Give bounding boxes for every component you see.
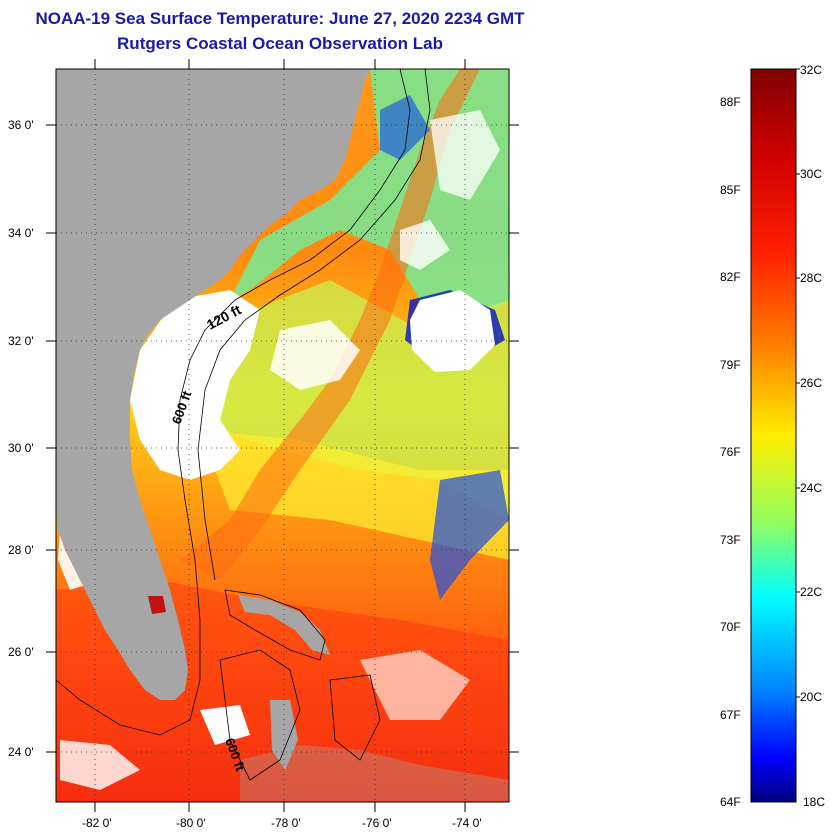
lat-tick-label: 24 0' — [8, 745, 34, 759]
lat-tick-label: 26 0' — [8, 645, 34, 659]
cold-patch — [430, 470, 509, 600]
celsius-tick-label: 26C — [800, 376, 822, 390]
map-subtitle: Rutgers Coastal Ocean Observation Lab — [117, 34, 443, 53]
lat-tick-label: 32 0' — [8, 334, 34, 348]
map-frame — [55, 68, 510, 803]
isobath-contour — [329, 674, 381, 761]
land-bahamas — [238, 595, 330, 655]
lon-tick-label: -76 0' — [362, 816, 392, 830]
lat-tick-label: 28 0' — [8, 543, 34, 557]
isobath-contour — [219, 649, 301, 781]
lat-tick-label: 30 0' — [8, 441, 34, 455]
lon-tick-label: -82 0' — [82, 816, 112, 830]
cloud-area — [130, 290, 260, 480]
lon-axis — [94, 59, 466, 812]
land-cuba — [240, 745, 509, 802]
celsius-tick-label: 30C — [800, 167, 822, 181]
fahrenheit-tick-label: 70F — [720, 620, 741, 634]
celsius-tick-label: 18C — [803, 795, 825, 809]
land-mainland — [56, 69, 370, 700]
fahrenheit-tick-label: 85F — [720, 183, 741, 197]
cloud-area — [400, 220, 450, 270]
cloud-area — [360, 650, 470, 720]
lon-tick-label: -80 0' — [176, 816, 206, 830]
celsius-tick-label: 32C — [800, 63, 822, 77]
fahrenheit-tick-label: 79F — [720, 358, 741, 372]
fahrenheit-tick-label: 76F — [720, 445, 741, 459]
fahrenheit-tick-label: 88F — [720, 95, 741, 109]
celsius-tick-label: 20C — [800, 690, 822, 704]
cloud-area — [410, 290, 495, 372]
graticule — [56, 69, 509, 802]
lat-tick-label: 36 0' — [8, 118, 34, 132]
isobath-contour — [56, 69, 411, 736]
fahrenheit-tick-label: 64F — [720, 795, 741, 809]
colorbar-celsius-ticks — [796, 68, 800, 698]
cloud-area — [200, 705, 250, 745]
lon-tick-label: -74 0' — [452, 816, 482, 830]
celsius-tick-label: 22C — [800, 585, 822, 599]
celsius-tick-label: 24C — [800, 481, 822, 495]
colorbar — [750, 68, 797, 803]
celsius-tick-label: 28C — [800, 271, 822, 285]
isobath-contour — [224, 589, 326, 661]
lat-tick-label: 34 0' — [8, 226, 34, 240]
land-lake — [148, 596, 166, 614]
cloud-area — [270, 320, 360, 390]
cloud-area — [60, 740, 140, 790]
fahrenheit-tick-label: 67F — [720, 708, 741, 722]
isobath-contour — [197, 69, 431, 581]
fahrenheit-tick-label: 73F — [720, 533, 741, 547]
lat-axis — [46, 124, 519, 753]
cold-patch — [380, 95, 430, 160]
lon-tick-label: -78 0' — [271, 816, 301, 830]
gulf-stream — [180, 69, 480, 580]
fahrenheit-tick-label: 82F — [720, 270, 741, 284]
map-title: NOAA-19 Sea Surface Temperature: June 27… — [35, 9, 525, 28]
